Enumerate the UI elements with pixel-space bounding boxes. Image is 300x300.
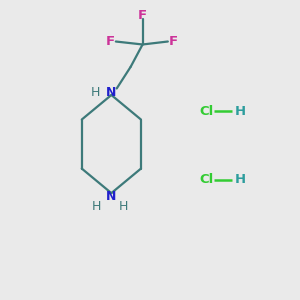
Text: H: H — [235, 173, 246, 186]
Text: H: H — [118, 200, 128, 213]
Text: N: N — [106, 85, 116, 98]
Text: F: F — [138, 9, 147, 22]
Text: H: H — [92, 200, 101, 213]
Text: Cl: Cl — [199, 173, 213, 186]
Text: N: N — [106, 190, 116, 202]
Text: F: F — [169, 35, 178, 48]
Text: H: H — [91, 85, 101, 98]
Text: F: F — [106, 35, 115, 48]
Text: H: H — [235, 105, 246, 118]
Text: Cl: Cl — [199, 105, 213, 118]
